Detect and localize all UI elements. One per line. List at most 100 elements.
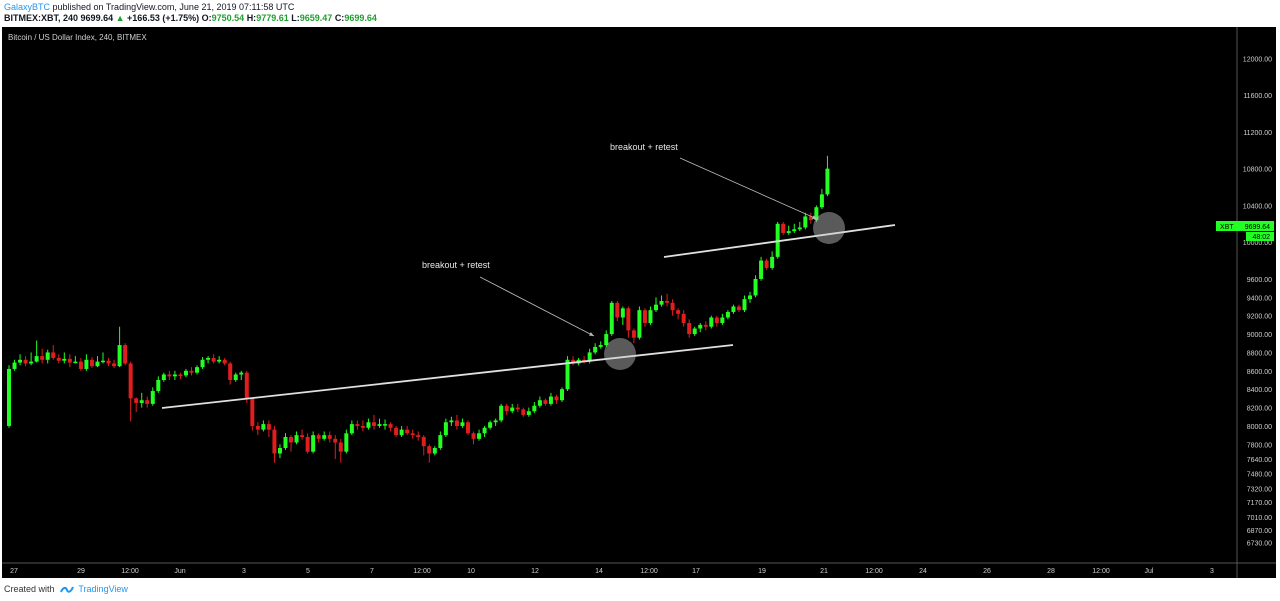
annotations[interactable]: breakout + retest breakout + retest bbox=[422, 142, 818, 337]
candle[interactable] bbox=[642, 308, 647, 327]
candle[interactable] bbox=[808, 212, 813, 224]
candle[interactable] bbox=[438, 431, 443, 450]
candle[interactable] bbox=[51, 345, 56, 360]
candle[interactable] bbox=[305, 433, 310, 454]
candle[interactable] bbox=[720, 313, 725, 325]
candle[interactable] bbox=[742, 295, 747, 312]
candle[interactable] bbox=[333, 435, 338, 460]
candle[interactable] bbox=[803, 212, 808, 230]
candle[interactable] bbox=[150, 387, 155, 406]
annotation-label[interactable]: breakout + retest bbox=[610, 142, 678, 152]
candle[interactable] bbox=[128, 361, 133, 422]
candle[interactable] bbox=[316, 433, 321, 443]
candle[interactable] bbox=[654, 297, 659, 312]
candle[interactable] bbox=[819, 188, 824, 210]
candle[interactable] bbox=[366, 418, 371, 430]
candle[interactable] bbox=[67, 354, 72, 368]
candle[interactable] bbox=[692, 326, 697, 336]
candle[interactable] bbox=[12, 359, 17, 371]
candle[interactable] bbox=[410, 429, 415, 439]
candle[interactable] bbox=[598, 341, 603, 349]
candle[interactable] bbox=[255, 422, 260, 436]
candle[interactable] bbox=[18, 354, 23, 366]
candle[interactable] bbox=[488, 420, 493, 430]
candle[interactable] bbox=[432, 446, 437, 456]
candle[interactable] bbox=[764, 258, 769, 270]
price-chart[interactable]: Bitcoin / US Dollar Index, 240, BITMEX 1… bbox=[2, 27, 1276, 578]
candle[interactable] bbox=[493, 418, 498, 426]
candle[interactable] bbox=[112, 359, 117, 369]
candle[interactable] bbox=[781, 221, 786, 235]
annotation-label[interactable]: breakout + retest bbox=[422, 260, 490, 270]
author-name[interactable]: GalaxyBTC bbox=[4, 2, 51, 12]
candle[interactable] bbox=[156, 376, 161, 393]
candle[interactable] bbox=[405, 425, 410, 436]
candle[interactable] bbox=[548, 392, 553, 406]
candle[interactable] bbox=[665, 293, 670, 307]
candle[interactable] bbox=[300, 429, 305, 440]
candle[interactable] bbox=[183, 368, 188, 378]
candle[interactable] bbox=[7, 365, 11, 428]
trendline[interactable] bbox=[161, 344, 734, 409]
candle[interactable] bbox=[714, 315, 719, 327]
candle[interactable] bbox=[283, 433, 288, 450]
candle[interactable] bbox=[477, 429, 482, 441]
candle[interactable] bbox=[383, 419, 388, 430]
candle[interactable] bbox=[609, 300, 614, 336]
candle[interactable] bbox=[482, 425, 487, 437]
candle[interactable] bbox=[604, 330, 609, 347]
candle[interactable] bbox=[698, 323, 703, 333]
candle[interactable] bbox=[322, 431, 327, 441]
candle[interactable] bbox=[84, 354, 89, 371]
candle[interactable] bbox=[195, 365, 200, 375]
time-axis[interactable]: 27 29 12:00 Jun 3 5 7 12:00 10 12 14 12:00 17 19 21 12:… bbox=[10, 568, 1214, 575]
candle[interactable] bbox=[123, 343, 128, 366]
candle[interactable] bbox=[45, 349, 50, 364]
candle[interactable] bbox=[344, 429, 349, 454]
candle[interactable] bbox=[178, 372, 183, 380]
candle[interactable] bbox=[510, 403, 515, 414]
candle[interactable] bbox=[394, 425, 399, 437]
candle[interactable] bbox=[526, 407, 531, 417]
candle[interactable] bbox=[228, 361, 233, 385]
candle[interactable] bbox=[62, 352, 67, 364]
candle[interactable] bbox=[388, 422, 393, 432]
trendlines[interactable] bbox=[161, 224, 896, 409]
candle[interactable] bbox=[731, 304, 736, 314]
candle[interactable] bbox=[117, 326, 122, 368]
candle[interactable] bbox=[139, 392, 144, 408]
candle[interactable] bbox=[626, 306, 631, 338]
candle[interactable] bbox=[593, 343, 598, 355]
candle[interactable] bbox=[814, 205, 819, 222]
candle[interactable] bbox=[515, 403, 520, 413]
candle[interactable] bbox=[311, 431, 316, 454]
trendline[interactable] bbox=[663, 224, 896, 258]
candle[interactable] bbox=[23, 356, 28, 367]
candle[interactable] bbox=[620, 306, 625, 325]
candle[interactable] bbox=[289, 435, 294, 452]
candle[interactable] bbox=[499, 403, 504, 423]
candle[interactable] bbox=[775, 221, 780, 259]
candle[interactable] bbox=[759, 256, 764, 281]
candle[interactable] bbox=[637, 306, 642, 340]
candle[interactable] bbox=[233, 372, 238, 382]
candle[interactable] bbox=[172, 370, 177, 380]
candle[interactable] bbox=[571, 356, 576, 366]
candle[interactable] bbox=[670, 299, 675, 316]
candle[interactable] bbox=[465, 420, 470, 436]
candle[interactable] bbox=[134, 397, 139, 413]
candle[interactable] bbox=[537, 396, 542, 408]
candle[interactable] bbox=[543, 398, 548, 406]
candle[interactable] bbox=[648, 306, 653, 325]
candle[interactable] bbox=[355, 420, 360, 430]
candle[interactable] bbox=[427, 444, 432, 463]
candle[interactable] bbox=[532, 402, 537, 414]
candle[interactable] bbox=[792, 223, 797, 233]
candle[interactable] bbox=[360, 420, 365, 432]
candle[interactable] bbox=[377, 418, 382, 428]
candle[interactable] bbox=[250, 397, 255, 431]
candle[interactable] bbox=[454, 414, 459, 430]
candle[interactable] bbox=[770, 251, 775, 270]
candle[interactable] bbox=[786, 225, 791, 235]
candle[interactable] bbox=[681, 310, 686, 327]
